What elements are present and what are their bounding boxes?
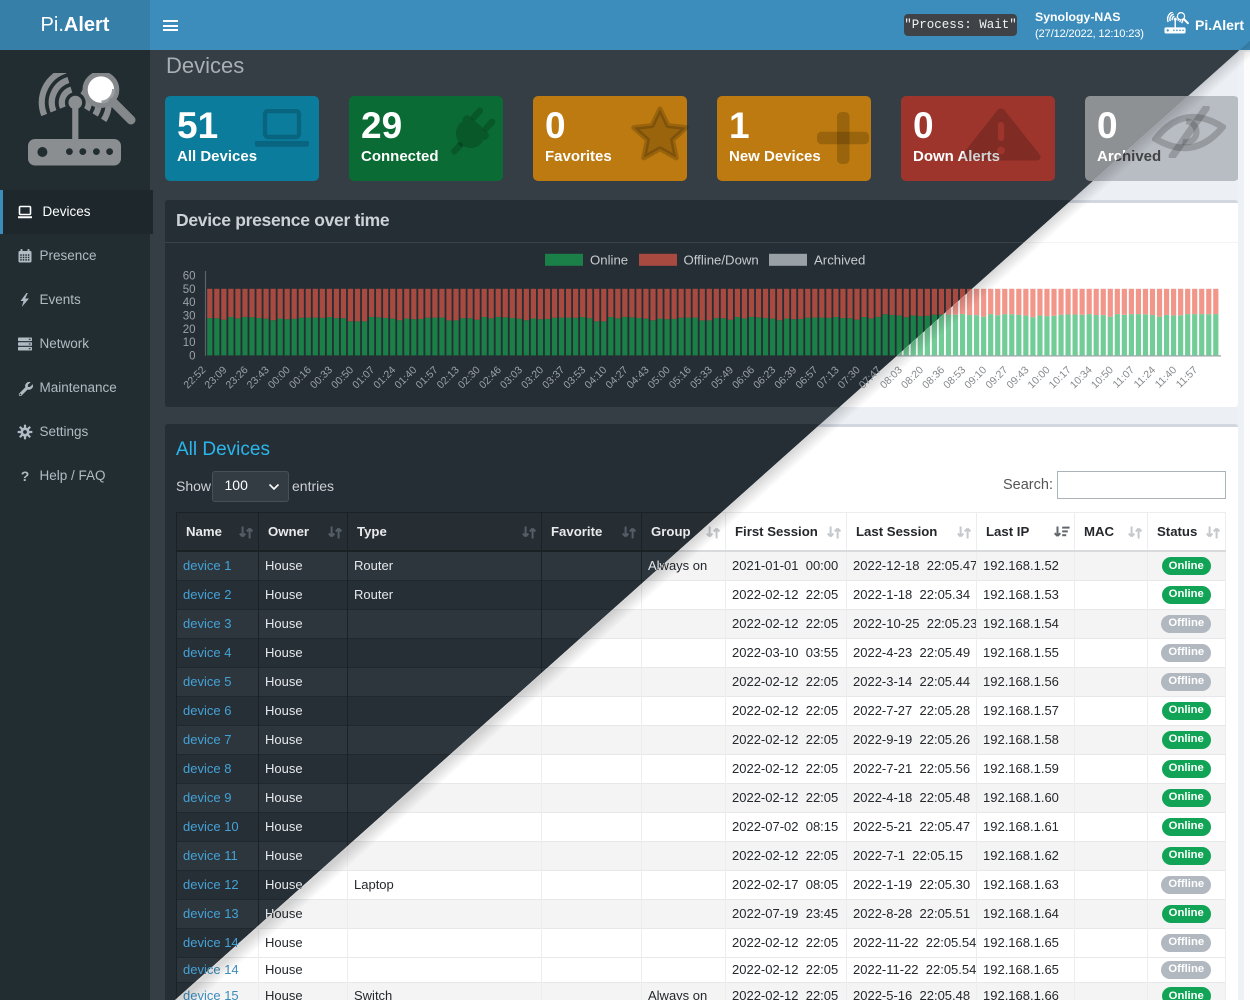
svg-text:09:43: 09:43 [1004, 364, 1031, 391]
svg-text:05:16: 05:16 [667, 364, 694, 391]
svg-text:00:33: 00:33 [308, 364, 335, 391]
svg-text:06:06: 06:06 [730, 364, 757, 391]
svg-text:08:36: 08:36 [920, 364, 947, 391]
svg-text:23:43: 23:43 [245, 364, 272, 391]
svg-text:23:26: 23:26 [224, 364, 251, 391]
svg-text:03:20: 03:20 [519, 364, 546, 391]
svg-text:03:53: 03:53 [561, 364, 588, 391]
svg-text:11:40: 11:40 [1153, 364, 1180, 391]
svg-text:06:57: 06:57 [793, 364, 820, 391]
svg-text:01:07: 01:07 [350, 364, 377, 391]
svg-text:11:24: 11:24 [1132, 364, 1159, 391]
svg-text:01:24: 01:24 [371, 364, 398, 391]
svg-text:04:27: 04:27 [603, 364, 630, 391]
svg-text:11:07: 11:07 [1111, 364, 1138, 391]
svg-text:08:20: 08:20 [899, 364, 926, 391]
svg-text:08:53: 08:53 [941, 364, 968, 391]
svg-text:02:13: 02:13 [435, 364, 462, 391]
svg-text:09:27: 09:27 [983, 364, 1010, 391]
svg-text:03:03: 03:03 [498, 364, 525, 391]
svg-text:?: ? [21, 468, 30, 484]
svg-text:00:00: 00:00 [266, 364, 293, 391]
svg-text:11:57: 11:57 [1174, 364, 1201, 391]
svg-text:10: 10 [183, 337, 196, 349]
svg-text:30: 30 [183, 310, 196, 322]
svg-text:10:17: 10:17 [1047, 364, 1074, 391]
svg-text:00:16: 00:16 [287, 364, 314, 391]
svg-text:20: 20 [183, 324, 196, 336]
svg-text:06:23: 06:23 [751, 364, 778, 391]
svg-text:02:46: 02:46 [477, 364, 504, 391]
svg-text:03:37: 03:37 [540, 364, 567, 391]
svg-text:07:30: 07:30 [836, 364, 863, 391]
svg-text:Online: Online [590, 253, 628, 268]
svg-text:10:34: 10:34 [1068, 364, 1095, 391]
svg-text:22:52: 22:52 [181, 364, 208, 391]
svg-text:10:50: 10:50 [1089, 364, 1116, 391]
svg-text:02:30: 02:30 [456, 364, 483, 391]
svg-text:04:10: 04:10 [582, 364, 609, 391]
svg-text:23:09: 23:09 [202, 364, 229, 391]
svg-text:60: 60 [183, 271, 196, 283]
svg-text:Offline/Down: Offline/Down [684, 253, 759, 268]
svg-text:01:40: 01:40 [392, 364, 419, 391]
svg-text:40: 40 [183, 297, 196, 309]
svg-text:0: 0 [189, 350, 195, 362]
svg-text:10:00: 10:00 [1026, 364, 1053, 391]
svg-text:01:57: 01:57 [414, 364, 441, 391]
svg-text:04:43: 04:43 [625, 364, 652, 391]
svg-text:05:33: 05:33 [688, 364, 715, 391]
svg-text:09:10: 09:10 [962, 364, 989, 391]
svg-text:50: 50 [183, 284, 196, 296]
svg-text:00:50: 00:50 [329, 364, 356, 391]
svg-text:07:13: 07:13 [815, 364, 842, 391]
svg-text:05:00: 05:00 [646, 364, 673, 391]
svg-text:06:39: 06:39 [772, 364, 799, 391]
svg-text:05:49: 05:49 [709, 364, 736, 391]
svg-text:Archived: Archived [814, 253, 865, 268]
